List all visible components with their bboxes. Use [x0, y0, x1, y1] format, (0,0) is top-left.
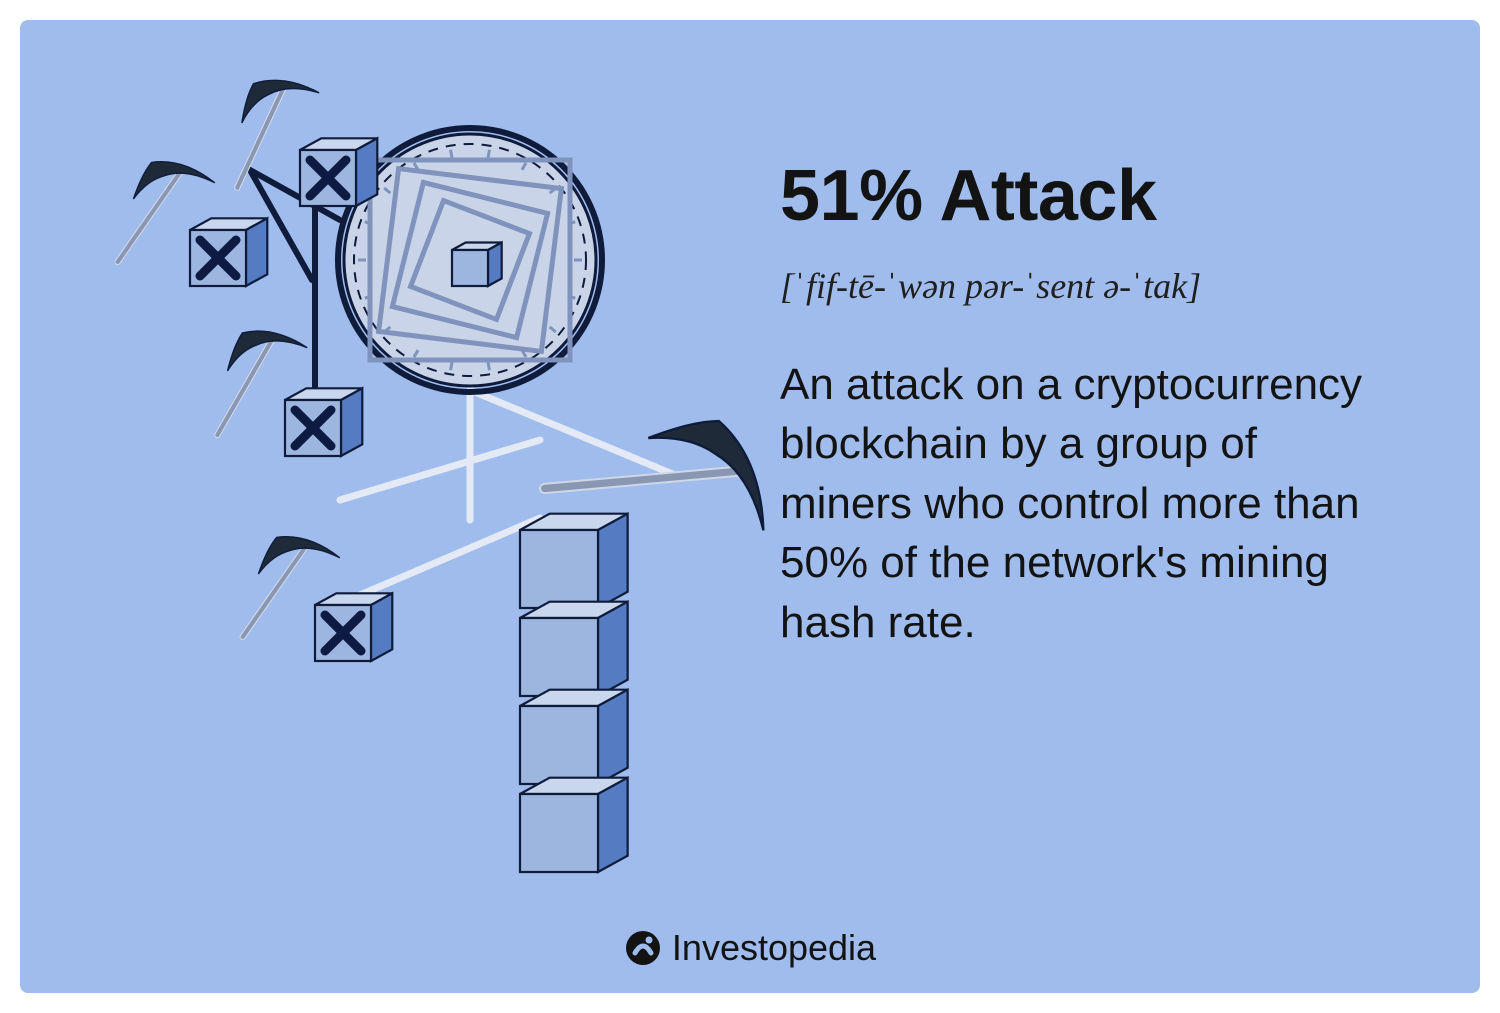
infographic-panel: 51% Attack [ˈfif-tē-ˈwən pər-ˈsent ə-ˈta…	[20, 20, 1480, 993]
accepted-chain	[520, 361, 780, 872]
investopedia-logo-icon	[624, 929, 662, 967]
pronunciation: [ˈfif-tē-ˈwən pər-ˈsent ə-ˈtak]	[780, 265, 1440, 307]
network-diagram	[20, 20, 780, 993]
rejected-block	[95, 148, 267, 286]
rejected-block	[200, 60, 377, 206]
definition: An attack on a cryptocurrency blockchain…	[780, 355, 1400, 652]
brand-name: Investopedia	[672, 927, 876, 969]
rejected-block	[187, 314, 362, 456]
term-headline: 51% Attack	[780, 155, 1440, 237]
text-column: 51% Attack [ˈfif-tē-ˈwən pər-ˈsent ə-ˈta…	[780, 20, 1440, 696]
page: 51% Attack [ˈfif-tē-ˈwən pər-ˈsent ə-ˈta…	[0, 0, 1500, 1013]
brand-footer: Investopedia	[20, 927, 1480, 969]
